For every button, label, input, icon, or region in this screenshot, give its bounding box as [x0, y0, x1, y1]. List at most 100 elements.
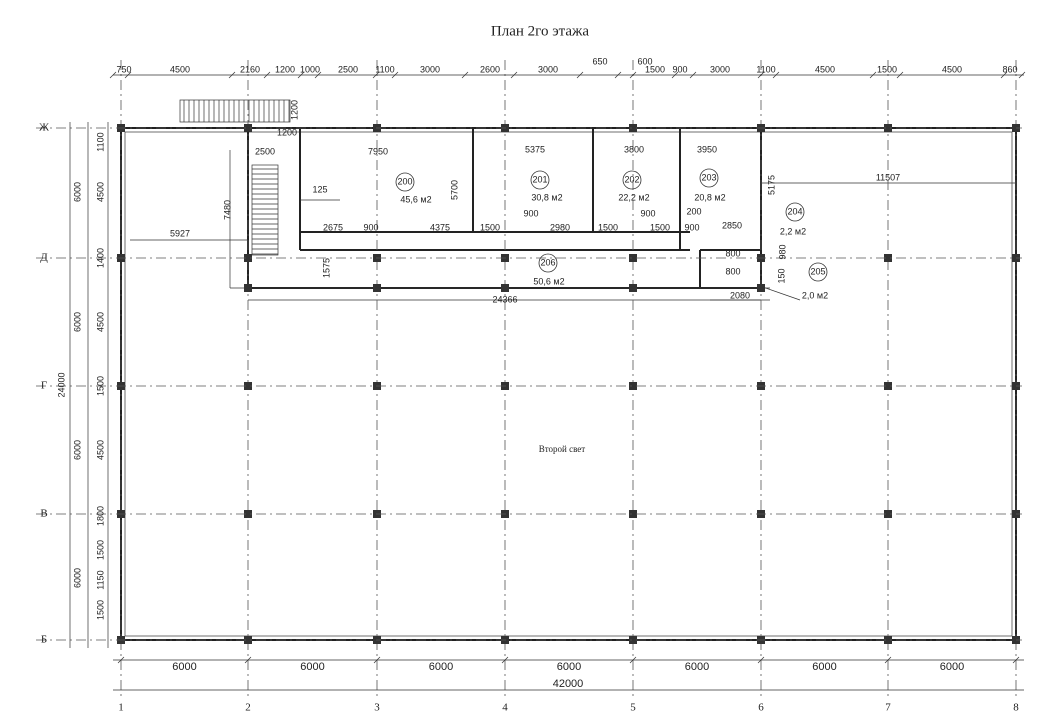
dim-tick [671, 71, 679, 79]
dim-bottom: 6000 [812, 661, 836, 673]
column [884, 124, 892, 132]
column-axis: 3 [374, 702, 380, 714]
dim-tick [1012, 656, 1020, 664]
dim-tick [314, 71, 322, 79]
dim-left-inner: 1500 [95, 600, 105, 620]
room-area: 30,8 м2 [531, 192, 562, 202]
dim-left-inner: 1500 [95, 540, 105, 560]
dim-top: 3000 [710, 64, 730, 74]
row-axis: Г [41, 380, 47, 392]
column [244, 254, 252, 262]
dim-internal: 1200 [277, 127, 297, 137]
dim-top: 4500 [815, 64, 835, 74]
dim-left: 6000 [72, 312, 82, 332]
row-axis: Д [40, 252, 48, 264]
column-axis: 4 [502, 702, 508, 714]
column [629, 382, 637, 390]
column-axis: 6 [758, 702, 764, 714]
dim-internal: 1500 [598, 222, 618, 232]
dim-internal: 3800 [624, 144, 644, 154]
column [244, 124, 252, 132]
dim-top: 1000 [300, 64, 320, 74]
dim-tick [117, 656, 125, 664]
column [501, 284, 509, 292]
dim-left-inner: 1800 [95, 506, 105, 526]
row-axis: Б [41, 634, 47, 646]
row-axis: В [40, 508, 47, 520]
row-axis: Ж [39, 122, 49, 134]
dim-internal: 2850 [722, 220, 742, 230]
dim-tick [263, 71, 271, 79]
room-area: 20,8 м2 [694, 192, 725, 202]
dim-top: 2600 [480, 64, 500, 74]
dim-tick [869, 71, 877, 79]
dim-tick [461, 71, 469, 79]
dim-internal: 1500 [480, 222, 500, 232]
dim-internal: 1500 [650, 222, 670, 232]
dim-top: 3000 [420, 64, 440, 74]
room-number: 203 [701, 172, 716, 182]
dim-left-inner: 4500 [95, 182, 105, 202]
dim-tick [244, 656, 252, 664]
room-area: 50,6 м2 [533, 276, 564, 286]
dim-bottom: 6000 [685, 661, 709, 673]
dim-tick [510, 71, 518, 79]
column-axis: 7 [885, 702, 891, 714]
column [629, 284, 637, 292]
dim-internal: 5375 [525, 144, 545, 154]
column-axis: 5 [630, 702, 636, 714]
dim-bottom: 6000 [940, 661, 964, 673]
dim-top: 4500 [942, 64, 962, 74]
stairs [183, 100, 290, 255]
dim-internal: 24366 [492, 294, 517, 304]
dim-internal: 800 [725, 248, 740, 258]
dim-left: 6000 [72, 568, 82, 588]
dim-tick [109, 71, 117, 79]
room-marker [395, 172, 415, 192]
dim-tick [1018, 71, 1026, 79]
dim-internal: 5700 [449, 180, 459, 200]
room-marker [530, 170, 550, 190]
room-marker [622, 170, 642, 190]
room-number: 201 [532, 174, 547, 184]
grid-lines [36, 60, 1026, 698]
dim-internal: 11507 [876, 172, 900, 182]
dim-tick [629, 71, 637, 79]
column [629, 124, 637, 132]
room-area: 45,6 м2 [400, 194, 431, 204]
column-axis: 2 [245, 702, 251, 714]
column [757, 284, 765, 292]
dim-tick [501, 656, 509, 664]
dim-internal: 900 [684, 222, 699, 232]
room-number: 202 [624, 174, 639, 184]
dim-internal: 5927 [170, 228, 190, 238]
dim-tick [373, 656, 381, 664]
dim-top: 1200 [275, 64, 295, 74]
dim-internal: 900 [363, 222, 378, 232]
dim-left-inner: 1400 [95, 248, 105, 268]
room-area: 2,2 м2 [780, 226, 806, 236]
dim-internal: 2080 [730, 290, 750, 300]
room-area: 2,0 м2 [802, 290, 828, 300]
dim-tick [297, 71, 305, 79]
dim-bottom: 6000 [300, 661, 324, 673]
dim-internal: 5175 [766, 175, 776, 195]
title: План 2го этажа [491, 23, 589, 39]
room-marker [808, 262, 828, 282]
dim-tick [124, 71, 132, 79]
column [884, 636, 892, 644]
dim-internal: 7950 [368, 146, 388, 156]
dim-internal: 900 [523, 208, 538, 218]
dim-internal: 800 [725, 266, 740, 276]
column [629, 510, 637, 518]
room-number: 206 [540, 257, 555, 267]
dim-left-total: 24000 [56, 372, 66, 397]
dim-left-inner: 1100 [95, 132, 105, 151]
dim-tick [1000, 71, 1008, 79]
dim-top: 900 [672, 64, 687, 74]
dim-tick [391, 71, 399, 79]
dim-top: 1100 [756, 64, 775, 74]
room-number: 200 [397, 176, 412, 186]
dim-internal: 150 [776, 268, 786, 283]
dim-top: 3000 [538, 64, 558, 74]
